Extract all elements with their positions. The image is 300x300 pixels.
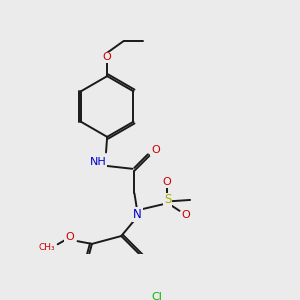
Text: Cl: Cl: [151, 292, 162, 300]
Text: O: O: [182, 210, 190, 220]
Text: O: O: [151, 145, 160, 155]
Text: CH₃: CH₃: [39, 242, 56, 251]
Text: O: O: [162, 177, 171, 187]
Text: O: O: [65, 232, 74, 242]
Text: N: N: [133, 208, 142, 221]
Text: NH: NH: [90, 157, 106, 167]
Text: S: S: [164, 194, 171, 206]
Text: O: O: [103, 52, 112, 62]
